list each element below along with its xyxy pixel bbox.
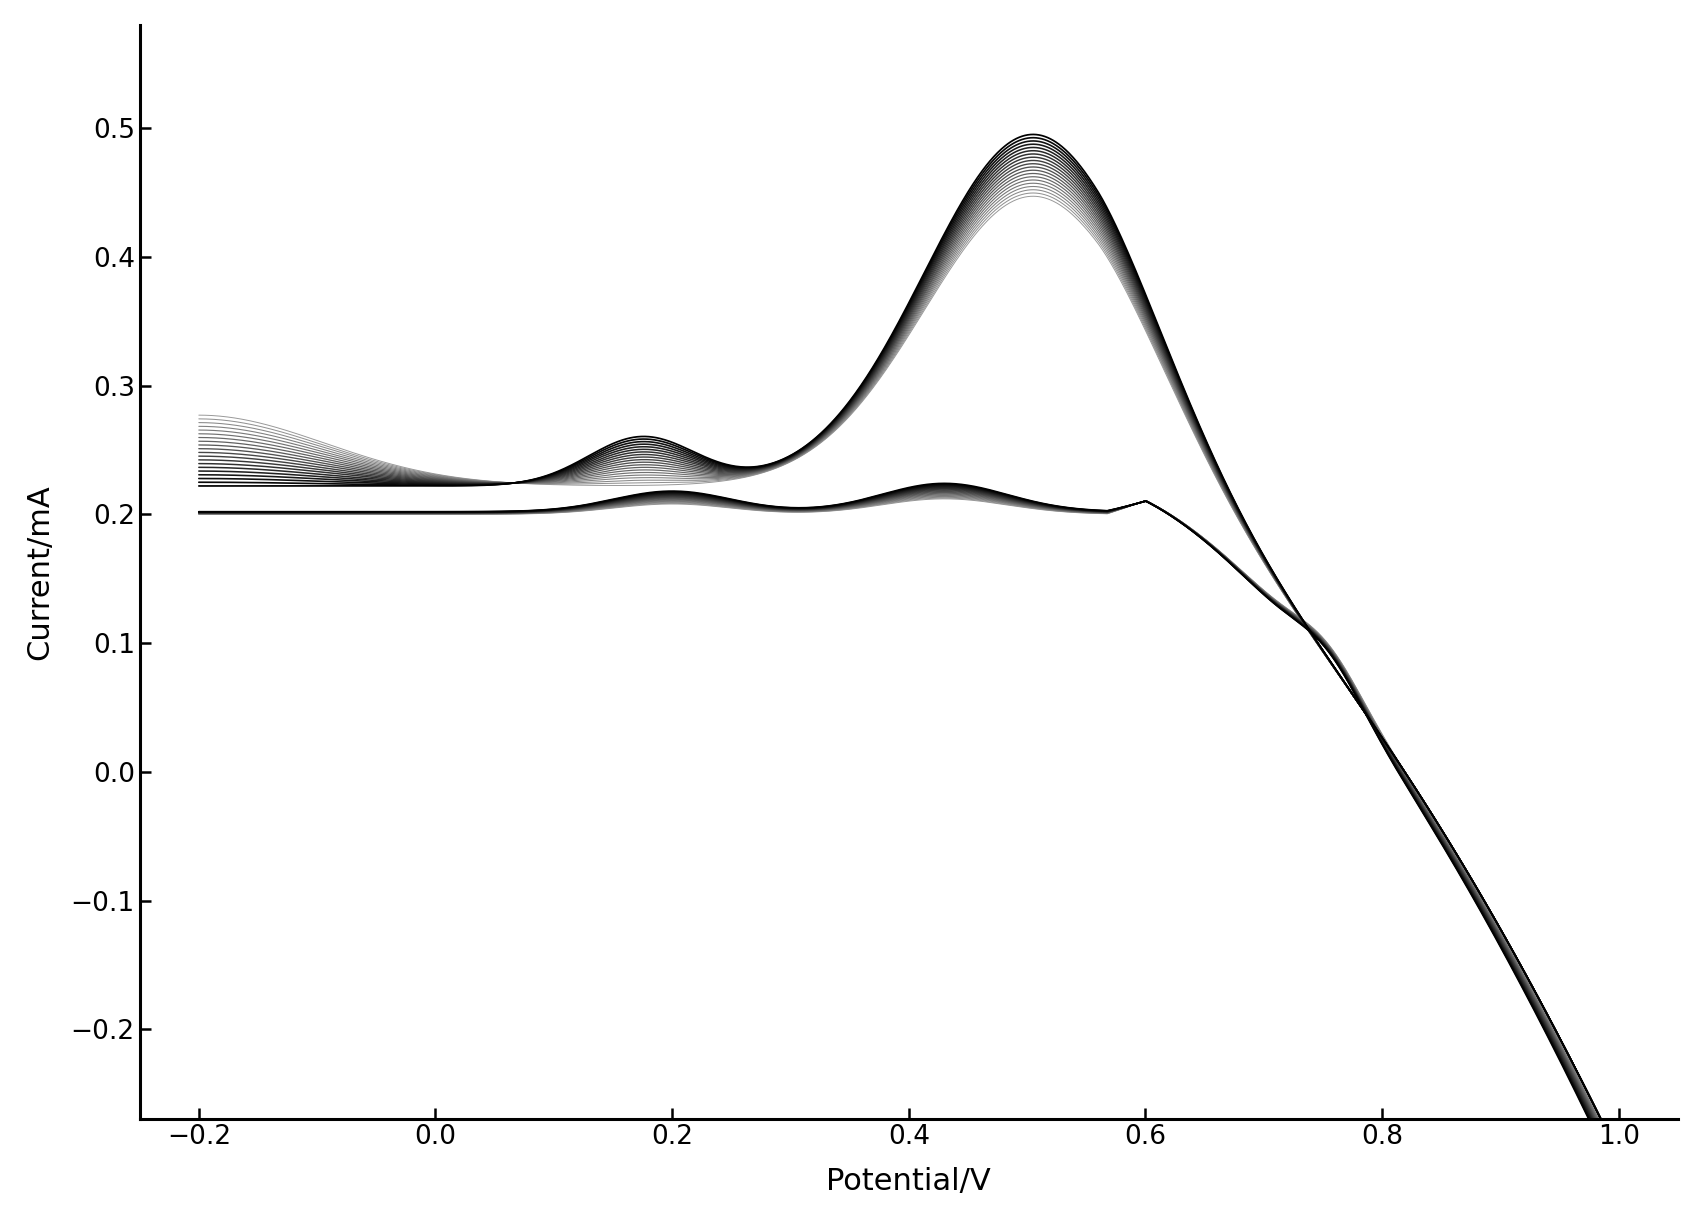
Y-axis label: Current/mA: Current/mA	[26, 485, 54, 661]
X-axis label: Potential/V: Potential/V	[826, 1167, 991, 1197]
